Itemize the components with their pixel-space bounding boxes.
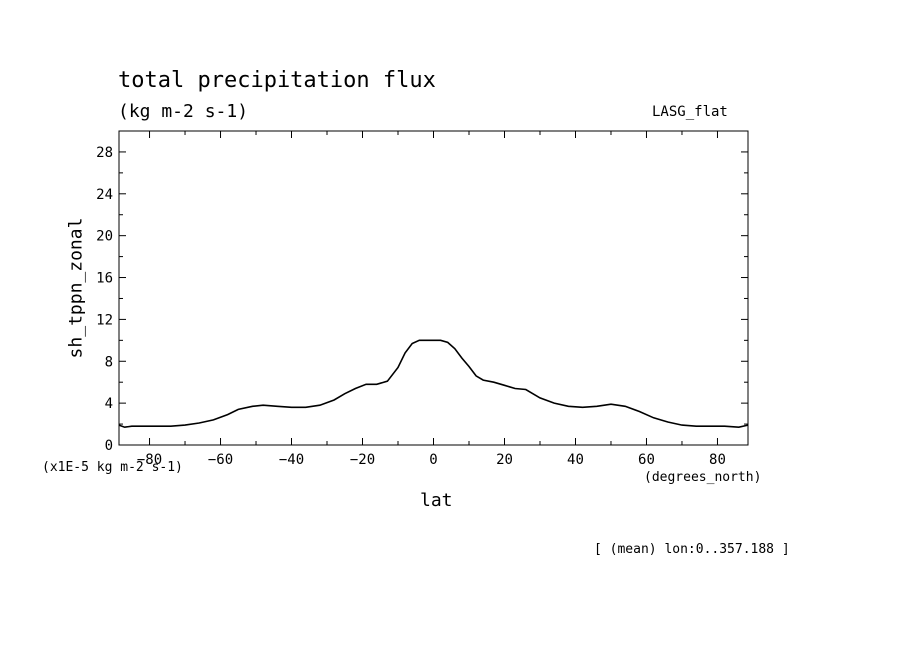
y-tick-label: 24 (96, 187, 113, 203)
y-tick-label: 8 (105, 354, 113, 370)
x-tick-label: −20 (350, 452, 375, 468)
x-tick-label: 40 (567, 452, 584, 468)
axis-ticks (119, 130, 748, 446)
plot-frame (118, 130, 749, 446)
y-tick-label: 20 (96, 229, 113, 245)
model-label: LASG_flat (652, 104, 728, 120)
y-tick-label: 28 (96, 145, 113, 161)
x-tick-label: −40 (279, 452, 304, 468)
footer-note: [ (mean) lon:0..357.188 ] (594, 542, 790, 557)
y-tick-label: 16 (96, 271, 113, 287)
series-line (118, 339, 749, 429)
x-tick-label: 80 (709, 452, 726, 468)
x-axis-label: lat (420, 490, 453, 511)
x-tick-label: 20 (496, 452, 513, 468)
x-tick-label: −60 (208, 452, 233, 468)
x-tick-label: −80 (137, 452, 162, 468)
x-tick-label: 0 (429, 452, 437, 468)
y-tick-label: 4 (105, 396, 113, 412)
y-tick-label: 0 (105, 438, 113, 454)
chart-subtitle: (kg m-2 s-1) (118, 101, 249, 122)
chart-title: total precipitation flux (118, 68, 436, 93)
tick-labels: −80 −60 −40 −20 0 20 40 60 80 0 4 8 12 16 20 24 28 (96, 145, 726, 468)
x-axis-units: (degrees_north) (644, 470, 762, 485)
y-tick-label: 12 (96, 312, 113, 328)
x-tick-label: 60 (638, 452, 655, 468)
y-scale-note: (x1E-5 kg m-2 s-1) (42, 460, 183, 475)
